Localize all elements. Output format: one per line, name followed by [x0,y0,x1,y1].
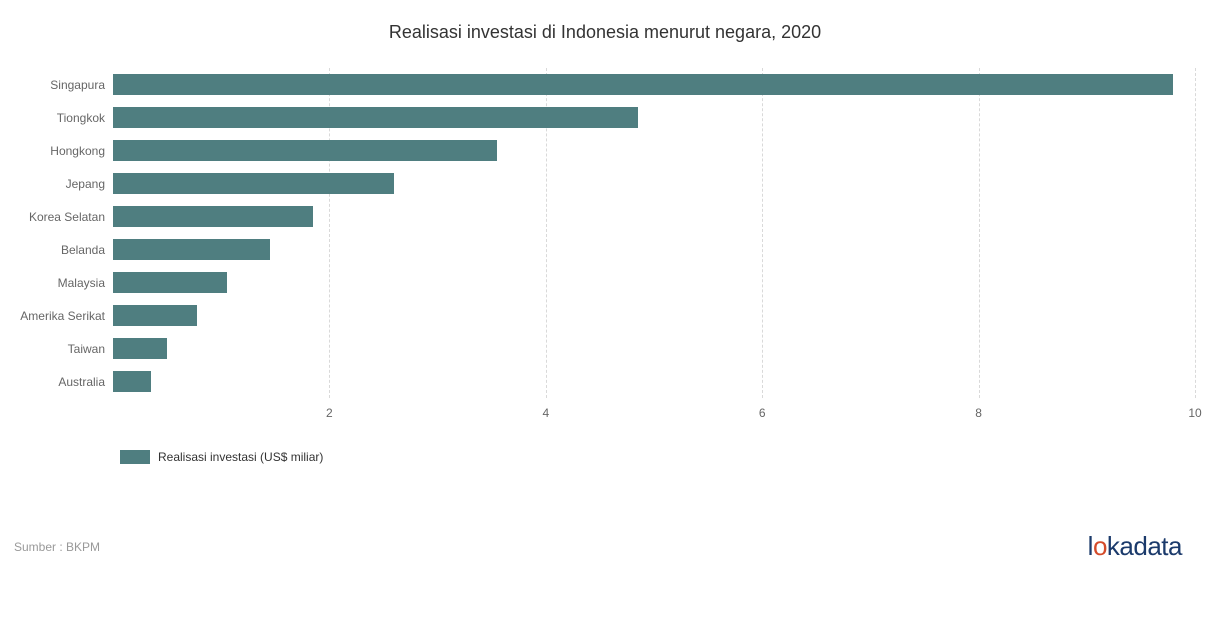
bar [113,206,313,227]
y-axis-category-label: Taiwan [0,342,105,356]
x-axis-tick-label: 4 [542,406,549,420]
legend-label: Realisasi investasi (US$ miliar) [158,450,323,464]
y-axis-category-label: Australia [0,375,105,389]
chart-row: Jepang [113,173,1195,194]
chart-row: Korea Selatan [113,206,1195,227]
chart-row: Singapura [113,74,1195,95]
bar [113,140,497,161]
bar [113,173,394,194]
bar [113,107,638,128]
chart-row: Australia [113,371,1195,392]
brand-part3: kadata [1107,531,1182,561]
bar [113,305,197,326]
legend: Realisasi investasi (US$ miliar) [120,450,323,464]
chart-row: Hongkong [113,140,1195,161]
x-axis-tick-label: 2 [326,406,333,420]
bar [113,74,1173,95]
legend-swatch [120,450,150,464]
y-axis-category-label: Korea Selatan [0,210,105,224]
x-axis-tick-label: 10 [1188,406,1201,420]
chart-row: Tiongkok [113,107,1195,128]
bar [113,272,227,293]
y-axis-category-label: Tiongkok [0,111,105,125]
gridline [1195,68,1196,398]
y-axis-category-label: Belanda [0,243,105,257]
chart-area: 2 4 6 8 10 Singapura Tiongkok Hongkong Jepang Kor… [0,68,1210,428]
y-axis-category-label: Jepang [0,177,105,191]
y-axis-category-label: Singapura [0,78,105,92]
chart-row: Malaysia [113,272,1195,293]
brand-logo: lokadata [1088,531,1182,562]
bar [113,239,270,260]
y-axis-category-label: Amerika Serikat [0,309,105,323]
source-text: Sumber : BKPM [14,540,100,554]
x-axis-tick-label: 8 [975,406,982,420]
bar [113,371,151,392]
chart-row: Amerika Serikat [113,305,1195,326]
plot-region: 246810SingapuraTiongkokHongkongJepangKor… [113,68,1195,398]
y-axis-category-label: Malaysia [0,276,105,290]
brand-part2: o [1093,531,1107,561]
chart-title: Realisasi investasi di Indonesia menurut… [0,0,1210,43]
x-axis-tick-label: 6 [759,406,766,420]
y-axis-category-label: Hongkong [0,144,105,158]
chart-row: Belanda [113,239,1195,260]
chart-row: Taiwan [113,338,1195,359]
bar [113,338,167,359]
